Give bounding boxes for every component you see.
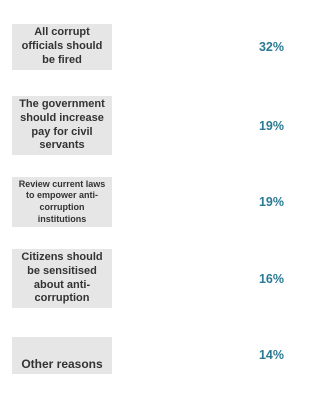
value-label: 19% [258, 118, 284, 133]
table-row: Review current laws to empower anti-corr… [12, 167, 328, 237]
table-row: The government should increase pay for c… [12, 89, 328, 162]
table-row: Other reasons 14% [12, 320, 328, 390]
response-table: All corrupt officials should be fired 32… [12, 10, 328, 390]
category-label: Review current laws to empower anti-corr… [12, 176, 112, 228]
value-label: 19% [258, 195, 284, 209]
category-label: Citizens should be sensitised about anti… [12, 249, 112, 308]
table-row: Citizens should be sensitised about anti… [12, 242, 328, 315]
value-label: 16% [258, 271, 284, 286]
category-label: The government should increase pay for c… [12, 96, 112, 155]
category-label: Other reasons [12, 336, 112, 374]
value-label: 32% [258, 40, 284, 54]
value-label: 14% [258, 348, 284, 362]
table-row: All corrupt officials should be fired 32… [12, 10, 328, 84]
category-label: All corrupt officials should be fired [12, 24, 112, 70]
